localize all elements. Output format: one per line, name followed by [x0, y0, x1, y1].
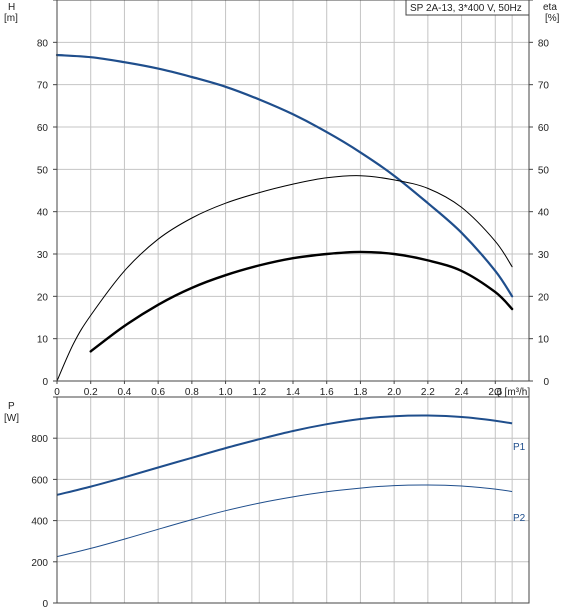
eta-tick-label: 10: [538, 335, 550, 346]
power-curve-p1: [56, 414, 513, 496]
head-chart-series: [55, 53, 514, 382]
x-tick-label: 0: [54, 387, 60, 398]
head-tick-label: 60: [37, 123, 49, 134]
head-tick-label: 10: [37, 335, 49, 346]
power-chart-ticks: 0 200 400 600 800: [31, 396, 57, 610]
head-chart-grid: [57, 0, 529, 381]
power-axis-label: P: [8, 401, 15, 412]
eta-tick-label: 70: [538, 81, 550, 92]
x-tick-label: 1.2: [252, 387, 266, 398]
x-tick-label: 1.8: [353, 387, 367, 398]
head-tick-label: 50: [37, 165, 49, 176]
power-tick-label: 0: [42, 599, 48, 610]
series-label-p2: P2: [513, 513, 526, 524]
head-curve: [55, 53, 514, 298]
power-chart-series: [56, 414, 513, 558]
head-axis-label: H: [8, 2, 15, 13]
x-tick-label: 0.8: [185, 387, 199, 398]
x-tick-label: 1.6: [320, 387, 334, 398]
eta-tick-label: 30: [538, 250, 550, 261]
eta-tick-label: 60: [538, 123, 550, 134]
power-curve-p2: [56, 484, 513, 558]
series-label-p1: P1: [513, 442, 526, 453]
x-axis-label: Q [m³/h]: [494, 387, 530, 398]
head-tick-label: 0: [42, 377, 48, 388]
efficiency-curve-thin: [56, 175, 513, 382]
efficiency-curve-thick: [89, 250, 514, 353]
head-tick-label: 70: [37, 81, 49, 92]
eta-tick-label: 40: [538, 208, 550, 219]
eta-axis-unit: [%]: [545, 13, 560, 24]
head-tick-label: 40: [37, 208, 49, 219]
power-axis-unit: [W]: [4, 413, 19, 424]
power-tick-label: 800: [31, 434, 48, 445]
x-tick-label: 0.2: [84, 387, 98, 398]
x-tick-label: 1.4: [286, 387, 300, 398]
head-tick-label: 30: [37, 250, 49, 261]
eta-tick-label: 0: [543, 377, 549, 388]
power-tick-label: 600: [31, 475, 48, 486]
eta-tick-label: 80: [538, 38, 550, 49]
power-tick-label: 200: [31, 558, 48, 569]
x-tick-label: 2.6: [488, 387, 502, 398]
head-axis-unit: [m]: [4, 13, 18, 24]
x-tick-label: 0.6: [151, 387, 165, 398]
head-chart-ticks: 0 0.2 0.4 0.6 0.8 1.0 1.2 1.4 1.6 1.8 2.0 2.2 2.4 2.6…: [37, 0, 550, 398]
title-box: [405, 0, 530, 16]
x-tick-label: 2.4: [455, 387, 469, 398]
eta-tick-label: 20: [538, 292, 550, 303]
power-chart-grid: [57, 396, 529, 603]
x-tick-label: 1.0: [219, 387, 233, 398]
head-tick-label: 80: [37, 38, 49, 49]
x-tick-label: 2.0: [387, 387, 401, 398]
x-tick-label: 0.4: [117, 387, 131, 398]
eta-tick-label: 50: [538, 165, 550, 176]
eta-axis-label: eta: [543, 2, 557, 13]
power-chart-frame: [56, 396, 530, 604]
head-tick-label: 20: [37, 292, 49, 303]
chart-title: SP 2A-13, 3*400 V, 50Hz: [410, 3, 522, 14]
x-tick-label: 2.2: [421, 387, 435, 398]
power-tick-label: 400: [31, 517, 48, 528]
head-chart-frame: [56, 0, 530, 382]
